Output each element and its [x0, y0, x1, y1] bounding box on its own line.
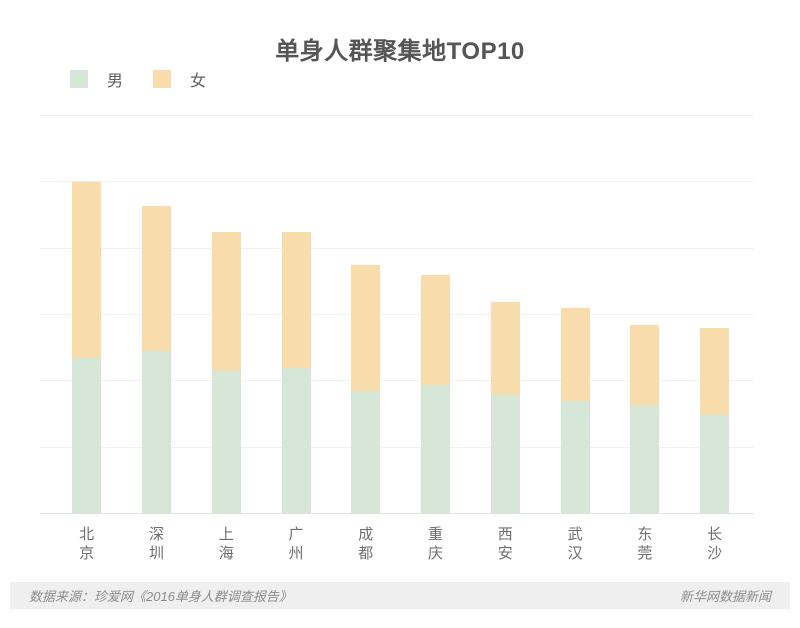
x-axis-line	[40, 513, 754, 514]
gridline	[40, 115, 754, 116]
bar-segment-female[interactable]	[281, 232, 311, 369]
bar-segment-male[interactable]	[421, 384, 451, 514]
credit-text: 新华网数据新闻	[679, 589, 771, 604]
gridline	[40, 446, 754, 448]
x-axis-label: 重庆	[428, 526, 444, 562]
x-axis-label: 武汉	[567, 526, 583, 562]
bar-segment-male[interactable]	[700, 414, 730, 514]
bar-segment-female[interactable]	[211, 232, 241, 372]
bar-segment-male[interactable]	[72, 358, 102, 514]
bar-segment-male[interactable]	[141, 351, 171, 514]
x-axis-label: 北京	[79, 526, 95, 562]
x-axis-label: 广州	[288, 526, 304, 562]
bar-segment-male[interactable]	[211, 371, 241, 514]
legend-label-male: 男	[107, 73, 124, 90]
gridline	[40, 380, 754, 382]
gridline	[40, 181, 754, 183]
x-axis-label: 成都	[358, 526, 374, 562]
bar-segment-female[interactable]	[351, 265, 381, 392]
bar-segment-female[interactable]	[630, 324, 660, 405]
legend-label-female: 女	[190, 73, 207, 90]
bar-segment-female[interactable]	[421, 275, 451, 385]
female-color-swatch	[153, 70, 172, 88]
bar-segment-male[interactable]	[560, 401, 590, 514]
bar-segment-male[interactable]	[351, 391, 381, 514]
gridline	[40, 314, 754, 315]
bar-segment-male[interactable]	[281, 368, 311, 514]
bar-segment-male[interactable]	[490, 394, 520, 514]
x-axis-label: 长沙	[707, 526, 723, 562]
bar-segment-male[interactable]	[630, 404, 660, 514]
gridline	[40, 247, 754, 249]
x-axis-label: 西安	[497, 526, 513, 562]
legend: 男 女	[70, 67, 206, 91]
bar-segment-female[interactable]	[490, 301, 520, 395]
male-color-swatch	[70, 70, 88, 88]
footer-bar: 数据来源：珍爱网《2016单身人群调查报告》 新华网数据新闻	[10, 582, 790, 609]
bar-segment-female[interactable]	[141, 205, 171, 352]
data-source-text: 数据来源：珍爱网《2016单身人群调查报告》	[29, 589, 292, 604]
legend-item-female[interactable]: 女	[153, 67, 206, 91]
x-axis-label: 上海	[218, 526, 234, 562]
bar-segment-female[interactable]	[700, 328, 730, 415]
x-axis-label: 深圳	[148, 526, 164, 562]
chart-title: 单身人群聚集地TOP10	[275, 38, 525, 65]
legend-item-male[interactable]: 男	[70, 67, 123, 91]
plot-area: 北京 深圳 上海 广州 成都 重庆 西安 武汉 东莞 长沙	[40, 115, 754, 562]
bar-segment-female[interactable]	[560, 308, 590, 402]
bar-segment-female[interactable]	[72, 182, 102, 359]
x-axis-label: 东莞	[637, 526, 653, 562]
